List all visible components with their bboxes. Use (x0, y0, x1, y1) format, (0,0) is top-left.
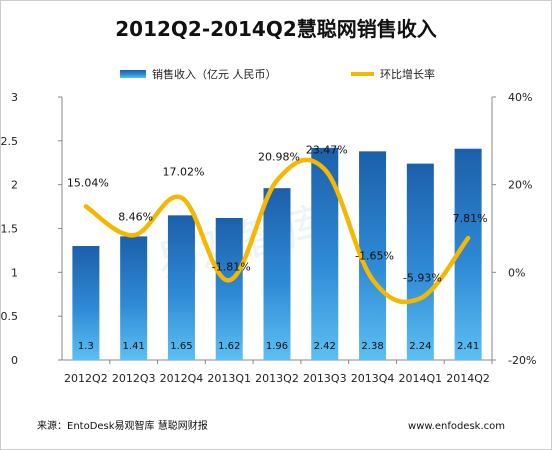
bar (72, 246, 100, 360)
axes: 0 0.5 1 1.5 2 2.5 3 -20% 0% 20% 40% 2012Q2 2012Q3 201… (1, 91, 537, 385)
line-series: 15.04% 8.46% 17.02% -1.81% 20.98% 23.47% -1.65… (67, 143, 488, 305)
footer: 来源：EntoDesk易观智库 慧聪网财报 www.enfodesk.com (37, 419, 505, 432)
growth-value-label: -1.65% (355, 250, 394, 263)
x-tick-label: 2013Q4 (351, 372, 395, 385)
x-tick-label: 2014Q1 (399, 372, 443, 385)
site-url: www.enfodesk.com (408, 421, 505, 432)
bar-value-label: 2.42 (314, 341, 336, 352)
bar (359, 151, 387, 360)
growth-value-label: -1.81% (212, 260, 251, 273)
y-left-tick-label: 0 (11, 354, 18, 367)
x-tick-label: 2013Q2 (255, 372, 299, 385)
y-right-tick-label: 20% (508, 179, 532, 192)
x-tick-label: 2014Q2 (446, 372, 490, 385)
bar-value-label: 2.41 (457, 341, 479, 352)
y-right-tick-label: 40% (508, 91, 532, 104)
x-tick-label: 2013Q3 (303, 372, 347, 385)
legend-label-revenue: 销售收入（亿元 人民币） (152, 67, 277, 81)
y-right-tick-label: -20% (508, 354, 536, 367)
growth-value-label: 8.46% (118, 210, 153, 223)
y-left-tick-label: 2 (11, 179, 18, 192)
bar-value-label: 2.24 (409, 341, 431, 352)
bar-series: 1.3 1.41 1.65 1.62 1.96 2.42 2.38 2.24 2.41 (72, 147, 482, 360)
legend-bar-swatch (120, 70, 146, 78)
y-left-tick-label: 1.5 (1, 223, 19, 236)
bar (406, 163, 434, 360)
bar-value-label: 1.62 (218, 341, 240, 352)
bar-value-label: 2.38 (361, 341, 383, 352)
x-tick-label: 2012Q4 (160, 372, 204, 385)
bar-value-label: 1.65 (170, 341, 192, 352)
legend-label-growth: 环比增长率 (380, 67, 435, 81)
bar (167, 215, 195, 360)
y-left-tick-label: 0.5 (1, 310, 19, 323)
bar-value-label: 1.96 (266, 341, 288, 352)
bar (120, 236, 148, 360)
growth-value-label: 7.81% (453, 212, 488, 225)
growth-line (83, 157, 471, 305)
y-left-tick-label: 3 (11, 91, 18, 104)
bar-value-label: 1.3 (78, 341, 94, 352)
growth-value-label: 17.02% (162, 166, 204, 179)
chart-title: 2012Q2-2014Q2慧聪网销售收入 (115, 17, 436, 41)
y-left-tick-label: 1 (11, 266, 18, 279)
y-right-tick-label: 0% (508, 266, 525, 279)
x-tick-label: 2012Q2 (64, 372, 108, 385)
growth-value-label: 20.98% (258, 150, 300, 163)
x-tick-label: 2013Q1 (207, 372, 251, 385)
growth-value-label: 23.47% (306, 143, 348, 156)
x-tick-label: 2012Q3 (112, 372, 156, 385)
source-note: 来源：EntoDesk易观智库 慧聪网财报 (37, 419, 208, 432)
growth-value-label: -5.93% (403, 271, 442, 284)
bar (263, 188, 291, 360)
bar (215, 217, 243, 360)
growth-value-label: 15.04% (67, 176, 109, 189)
legend: 销售收入（亿元 人民币） 环比增长率 (120, 67, 435, 81)
bar-value-label: 1.41 (123, 341, 145, 352)
y-left-tick-label: 2.5 (1, 135, 19, 148)
